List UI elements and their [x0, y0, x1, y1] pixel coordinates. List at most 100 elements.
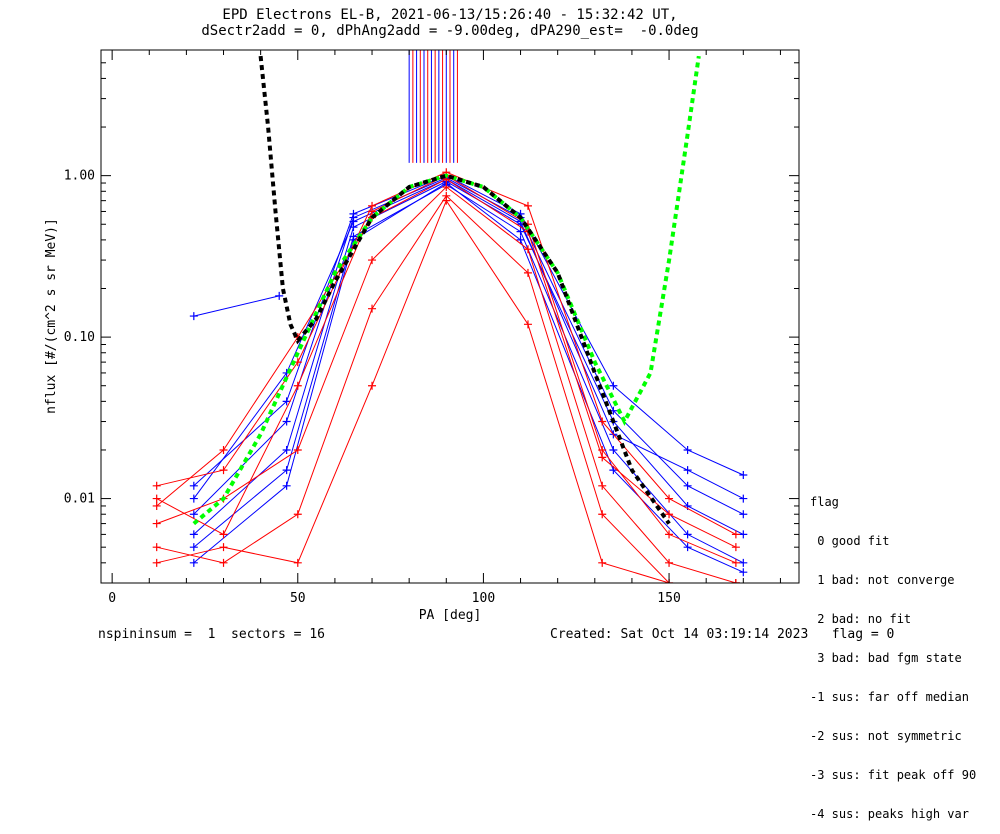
y-tick-label: 1.00: [64, 169, 95, 184]
x-axis-label: PA [deg]: [419, 608, 482, 623]
legend-item: -3 sus: fit peak off 90: [810, 768, 977, 782]
series-marker: [683, 481, 692, 490]
series-marker: [293, 510, 302, 519]
series-marker: [739, 510, 748, 519]
y-axis-label: nflux [#/(cm^2 s sr MeV)]: [44, 218, 59, 414]
series-marker: [665, 510, 674, 519]
series-marker: [609, 381, 618, 390]
series-marker: [523, 320, 532, 329]
footer-created-info: Created: Sat Oct 14 03:19:14 2023 flag =…: [550, 627, 895, 642]
series-line: [156, 171, 737, 535]
legend-item: 0 good fit: [810, 534, 890, 548]
series-marker: [349, 217, 358, 226]
legend-item: -1 sus: far off median: [810, 690, 969, 704]
series-marker: [189, 530, 198, 539]
series-marker: [739, 470, 748, 479]
series-marker: [152, 519, 161, 528]
footer-sectors-info: nspininsum = 1 sectors = 16: [98, 627, 325, 642]
x-tick-label: 150: [657, 591, 680, 606]
series-marker: [282, 481, 291, 490]
series-marker: [739, 530, 748, 539]
fit-curve: [192, 55, 701, 526]
series-marker: [665, 494, 674, 503]
series-marker: [442, 183, 451, 192]
series-marker: [189, 558, 198, 567]
series-marker: [219, 558, 228, 567]
series-marker: [665, 530, 674, 539]
series-marker: [523, 201, 532, 210]
series-marker: [598, 558, 607, 567]
series-marker: [739, 568, 748, 577]
series-marker: [219, 445, 228, 454]
series-marker: [152, 481, 161, 490]
series-line: [156, 195, 736, 583]
series-marker: [516, 227, 525, 236]
series-marker: [189, 543, 198, 552]
series-marker: [152, 543, 161, 552]
series-marker: [293, 445, 302, 454]
series-marker: [368, 201, 377, 210]
series-marker: [219, 466, 228, 475]
series-marker: [739, 558, 748, 567]
y-tick-label: 0.10: [64, 330, 95, 345]
series-marker: [683, 543, 692, 552]
legend-item: 1 bad: not converge: [810, 573, 955, 587]
plot-frame: [100, 49, 800, 584]
series-marker: [152, 558, 161, 567]
series-marker: [598, 417, 607, 426]
series-line: [193, 182, 744, 573]
legend-item: -2 sus: not symmetric: [810, 729, 962, 743]
legend-title: flag: [810, 495, 839, 509]
series-line: [193, 175, 744, 487]
series-line: [156, 199, 736, 583]
series-marker: [368, 256, 377, 265]
chart-title-line-2: dSectr2add = 0, dPhAng2add = -9.00deg, d…: [201, 23, 699, 39]
series-marker: [523, 268, 532, 277]
series-marker: [189, 494, 198, 503]
series-marker: [189, 481, 198, 490]
series-marker: [275, 291, 284, 300]
series-marker: [523, 245, 532, 254]
series-marker: [189, 510, 198, 519]
series-marker: [731, 543, 740, 552]
series-marker: [731, 579, 740, 583]
series-marker: [516, 235, 525, 244]
y-tick-label: 0.01: [64, 492, 95, 507]
legend-item: 3 bad: bad fgm state: [810, 651, 962, 665]
series-marker: [189, 312, 198, 321]
series-marker: [349, 209, 358, 218]
series-marker: [152, 494, 161, 503]
series-marker: [665, 558, 674, 567]
series-marker: [683, 466, 692, 475]
series-marker: [683, 445, 692, 454]
series-marker: [293, 558, 302, 567]
series-marker: [731, 530, 740, 539]
series-marker: [282, 466, 291, 475]
series-line: [193, 295, 280, 317]
series-marker: [282, 417, 291, 426]
series-marker: [293, 381, 302, 390]
series-marker: [598, 481, 607, 490]
x-tick-label: 100: [472, 591, 495, 606]
x-tick-label: 50: [290, 591, 306, 606]
legend-item: -4 sus: peaks high var: [810, 807, 969, 821]
series-marker: [219, 530, 228, 539]
legend: flag 0 good fit 1 bad: not converge 2 ba…: [810, 470, 976, 834]
series-marker: [609, 445, 618, 454]
series-marker: [282, 445, 291, 454]
series-marker: [219, 543, 228, 552]
series-marker: [368, 381, 377, 390]
legend-item: 2 bad: no fit: [810, 612, 912, 626]
series-marker: [282, 397, 291, 406]
series-line: [193, 178, 744, 500]
series-marker: [368, 304, 377, 313]
series-marker: [731, 558, 740, 567]
series-line: [156, 175, 737, 564]
series-marker: [683, 530, 692, 539]
chart-title-line-1: EPD Electrons EL-B, 2021-06-13/15:26:40 …: [222, 7, 678, 23]
series-marker: [739, 494, 748, 503]
series-marker: [152, 501, 161, 510]
series-marker: [598, 510, 607, 519]
chart: 0 50 100 150 0.01 0.10 1.00 PA [deg] nflux [#/…: [44, 49, 800, 623]
series-marker: [598, 453, 607, 462]
